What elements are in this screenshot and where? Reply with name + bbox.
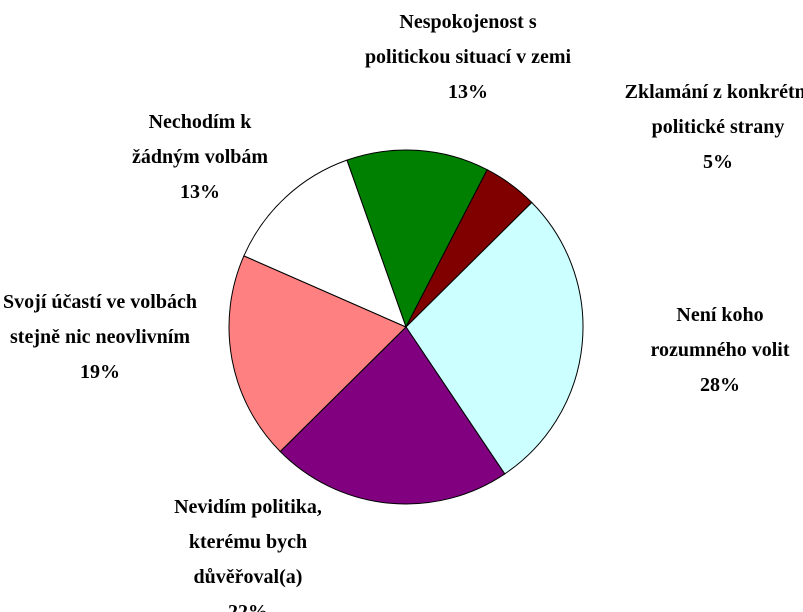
slice-percent: 13%: [180, 181, 220, 203]
slice-name: Není koho rozumného volit: [650, 304, 790, 361]
slice-percent: 5%: [703, 151, 733, 173]
pie-slice: [279, 326, 506, 505]
slice-label: Zklamání z konkrétní politické strany 5%: [624, 75, 803, 180]
pie-slice: [346, 149, 488, 329]
slice-percent: 13%: [448, 81, 488, 103]
slice-percent: 19%: [80, 361, 120, 383]
pie-slice: [243, 159, 407, 328]
slice-name: Svojí účastí ve volbách stejně nic neovl…: [3, 291, 197, 348]
slice-label: Nespokojenost s politickou situací v zem…: [359, 5, 577, 110]
slice-name: Nevidím politika, kterému bych důvěřoval…: [174, 496, 322, 588]
slice-name: Zklamání z konkrétní politické strany: [624, 81, 803, 138]
slice-label: Nechodím k žádným volbám 13%: [116, 105, 284, 210]
slice-label: Není koho rozumného volit 28%: [629, 298, 803, 403]
pie-slice: [405, 201, 584, 475]
pie-slice: [228, 255, 407, 453]
slice-label: Svojí účastí ve volbách stejně nic neovl…: [0, 285, 204, 390]
slice-name: Nechodím k žádným volbám: [131, 111, 269, 168]
slice-name: Nespokojenost s politickou situací v zem…: [364, 11, 572, 68]
slice-percent: 28%: [700, 374, 740, 396]
slice-percent: 22%: [228, 601, 268, 612]
slice-label: Nevidím politika, kterému bych důvěřoval…: [156, 490, 341, 612]
